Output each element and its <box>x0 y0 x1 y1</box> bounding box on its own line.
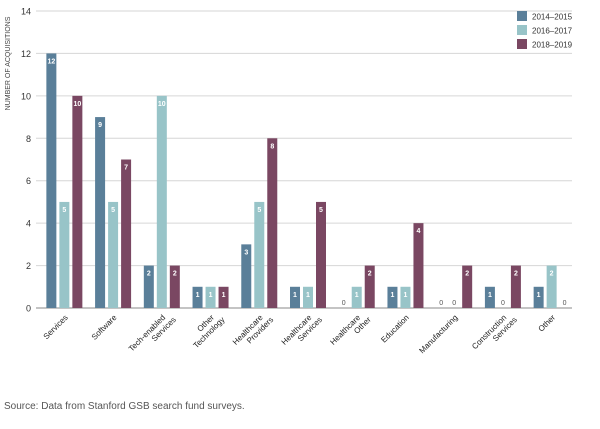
bar <box>121 159 132 308</box>
bar <box>205 286 216 308</box>
data-label: 5 <box>62 207 66 214</box>
y-tick-label: 10 <box>21 91 31 101</box>
data-label: 4 <box>417 228 421 235</box>
legend-label: 2018–2019 <box>532 41 573 50</box>
bar <box>316 201 326 308</box>
y-tick-label: 6 <box>26 176 31 186</box>
bar <box>218 286 229 308</box>
bar <box>484 286 495 308</box>
legend-label: 2016–2017 <box>532 27 573 36</box>
data-label: 2 <box>465 271 469 278</box>
bar <box>413 223 424 308</box>
x-tick-label: Software <box>90 313 119 342</box>
bar <box>241 244 252 308</box>
bar <box>546 265 557 308</box>
data-label: 2 <box>173 271 177 278</box>
data-label: 1 <box>293 292 297 299</box>
data-label: 2 <box>147 271 151 278</box>
data-label: 1 <box>306 292 310 299</box>
bar <box>303 286 313 308</box>
y-axis-label: NUMBER OF ACQUISITIONS <box>5 16 12 110</box>
data-label: 1 <box>391 292 395 299</box>
y-tick-label: 12 <box>21 49 31 59</box>
bar <box>462 265 473 308</box>
legend-swatch <box>517 25 527 35</box>
bar <box>46 53 57 308</box>
bar <box>169 265 180 308</box>
bar <box>351 286 362 308</box>
x-tick-label: Education <box>379 313 411 345</box>
data-label: 1 <box>537 292 541 299</box>
bar <box>156 95 167 308</box>
x-tick-label: ConstructionServices <box>470 309 519 358</box>
data-label: 1 <box>404 292 408 299</box>
x-tick-label: Manufacturing <box>417 313 459 355</box>
x-tick-label: Other <box>537 313 558 334</box>
data-label: 5 <box>319 207 323 214</box>
data-label: 1 <box>222 292 226 299</box>
data-label: 3 <box>244 249 248 256</box>
bar <box>254 201 265 308</box>
data-label: 5 <box>257 207 261 214</box>
data-label: 1 <box>488 292 492 299</box>
bar <box>95 117 106 308</box>
y-tick-label: 8 <box>26 134 31 144</box>
bar <box>400 286 411 308</box>
data-label: 12 <box>47 58 55 65</box>
data-label: 0 <box>439 300 443 307</box>
data-label: 0 <box>342 300 346 307</box>
x-tick-label: HealthcareOther <box>328 309 373 354</box>
bar <box>108 201 119 308</box>
x-tick-label-line: Education <box>379 313 411 345</box>
data-label: 1 <box>196 292 200 299</box>
data-label: 2 <box>514 271 518 278</box>
bar <box>533 286 544 308</box>
bar <box>143 265 154 308</box>
data-label: 2 <box>550 271 554 278</box>
x-tick-label: HealthcareProviders <box>231 309 275 353</box>
data-label: 0 <box>501 300 505 307</box>
data-label: 9 <box>98 122 102 129</box>
x-tick-label: Services <box>42 313 70 341</box>
bar <box>267 138 278 308</box>
x-tick-label: OtherTechnology <box>185 309 226 350</box>
bar <box>510 265 521 308</box>
y-tick-label: 14 <box>21 7 31 17</box>
y-tick-label: 0 <box>26 304 31 314</box>
data-label: 1 <box>355 292 359 299</box>
bar <box>364 265 375 308</box>
legend-swatch <box>517 11 527 21</box>
data-label: 10 <box>158 101 166 108</box>
data-label: 0 <box>452 300 456 307</box>
data-label: 7 <box>124 165 128 172</box>
bar <box>387 286 398 308</box>
x-tick-label-line: Manufacturing <box>417 313 459 355</box>
data-label: 0 <box>563 300 567 307</box>
data-label: 1 <box>209 292 213 299</box>
bar <box>72 95 83 308</box>
legend-swatch <box>517 39 527 49</box>
data-label: 2 <box>368 271 372 278</box>
y-tick-label: 2 <box>26 261 31 271</box>
legend-label: 2014–2015 <box>532 13 573 22</box>
data-label: 5 <box>111 207 115 214</box>
data-label: 10 <box>73 101 81 108</box>
x-tick-label-line: Services <box>42 313 70 341</box>
bar <box>192 286 203 308</box>
bar <box>59 201 70 308</box>
x-tick-label-line: Software <box>90 313 119 342</box>
bar <box>290 286 300 308</box>
x-tick-label: HealthcareServices <box>280 309 324 353</box>
y-tick-label: 4 <box>26 219 31 229</box>
data-label: 8 <box>270 143 274 150</box>
source-note: Source: Data from Stanford GSB search fu… <box>4 401 245 412</box>
x-tick-label: Tech-enabledServices <box>127 309 178 360</box>
x-tick-label-line: Other <box>537 313 558 334</box>
